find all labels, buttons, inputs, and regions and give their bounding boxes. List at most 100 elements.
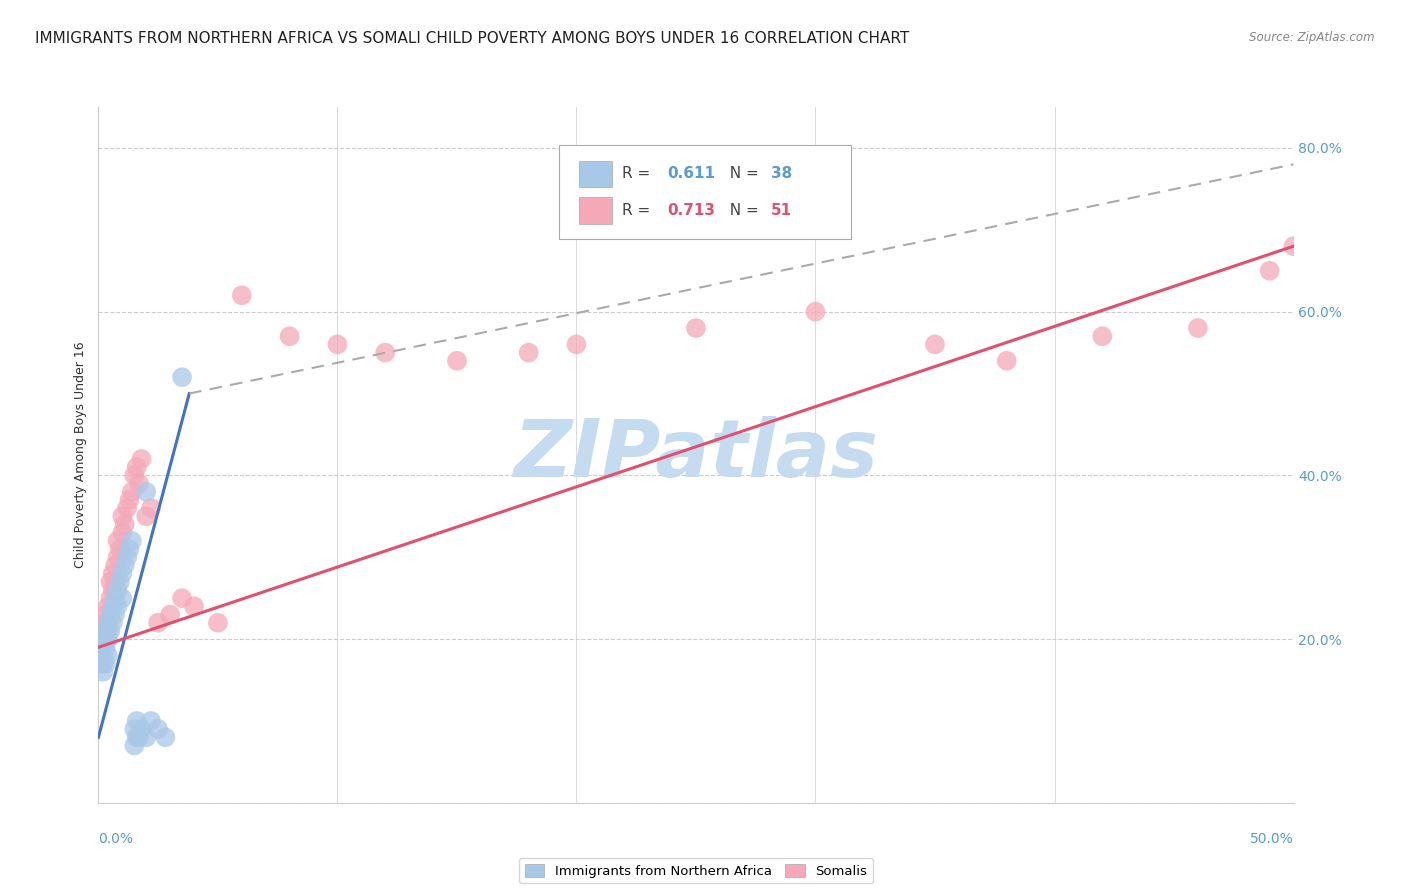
Point	[135, 484, 157, 499]
Point	[94, 640, 117, 655]
Point	[94, 657, 117, 671]
Point	[108, 574, 131, 589]
Point	[183, 599, 205, 614]
Point	[148, 615, 170, 630]
Point	[115, 550, 138, 565]
Point	[94, 624, 117, 638]
Point	[804, 304, 827, 318]
Point	[1187, 321, 1209, 335]
Point	[98, 591, 122, 606]
Point	[107, 533, 129, 548]
Point	[446, 353, 468, 368]
Point	[1282, 239, 1305, 253]
Text: 0.0%: 0.0%	[98, 832, 134, 846]
Point	[91, 648, 114, 663]
Point	[91, 624, 114, 638]
Point	[131, 452, 153, 467]
Point	[148, 722, 170, 736]
Text: 51: 51	[772, 203, 793, 219]
Text: R =: R =	[621, 166, 655, 181]
Point	[565, 337, 588, 351]
Point	[94, 615, 117, 630]
Point	[374, 345, 396, 359]
Point	[98, 624, 122, 638]
Text: 38: 38	[772, 166, 793, 181]
Point	[1258, 264, 1281, 278]
Point	[139, 714, 162, 728]
Point	[107, 582, 129, 597]
Point	[104, 558, 127, 573]
Point	[128, 476, 150, 491]
Point	[685, 321, 707, 335]
Point	[101, 582, 124, 597]
Point	[115, 501, 138, 516]
Point	[114, 558, 136, 573]
Point	[108, 542, 131, 557]
Point	[97, 648, 120, 663]
Point	[111, 566, 134, 581]
Point	[124, 468, 146, 483]
Point	[1091, 329, 1114, 343]
Text: 0.713: 0.713	[668, 203, 716, 219]
Point	[91, 632, 114, 646]
Text: N =: N =	[720, 166, 763, 181]
Point	[139, 501, 162, 516]
Point	[231, 288, 253, 302]
Point	[121, 484, 143, 499]
Text: 50.0%: 50.0%	[1250, 832, 1294, 846]
Point	[517, 345, 540, 359]
FancyBboxPatch shape	[558, 145, 852, 239]
Text: Source: ZipAtlas.com: Source: ZipAtlas.com	[1250, 31, 1375, 45]
Point	[124, 739, 146, 753]
Point	[118, 542, 141, 557]
Point	[135, 509, 157, 524]
Point	[995, 353, 1018, 368]
Point	[90, 632, 112, 646]
Point	[101, 615, 124, 630]
Text: IMMIGRANTS FROM NORTHERN AFRICA VS SOMALI CHILD POVERTY AMONG BOYS UNDER 16 CORR: IMMIGRANTS FROM NORTHERN AFRICA VS SOMAL…	[35, 31, 910, 46]
Point	[97, 599, 120, 614]
Point	[94, 607, 117, 622]
Y-axis label: Child Poverty Among Boys Under 16: Child Poverty Among Boys Under 16	[75, 342, 87, 568]
Point	[111, 591, 134, 606]
Text: N =: N =	[720, 203, 763, 219]
Point	[98, 607, 122, 622]
Point	[90, 640, 112, 655]
Point	[125, 714, 148, 728]
Point	[159, 607, 181, 622]
Point	[107, 550, 129, 565]
Point	[104, 607, 127, 622]
Point	[131, 722, 153, 736]
Point	[101, 566, 124, 581]
Text: R =: R =	[621, 203, 655, 219]
Point	[107, 599, 129, 614]
Point	[104, 591, 127, 606]
Point	[97, 632, 120, 646]
Point	[91, 665, 114, 679]
Point	[124, 722, 146, 736]
Bar	[579, 197, 613, 224]
Point	[155, 731, 177, 745]
Point	[111, 525, 134, 540]
Point	[90, 657, 112, 671]
Point	[98, 574, 122, 589]
Point	[104, 574, 127, 589]
Point	[101, 599, 124, 614]
Point	[125, 460, 148, 475]
Point	[111, 509, 134, 524]
Point	[128, 731, 150, 745]
Point	[118, 492, 141, 507]
Point	[94, 632, 117, 646]
Point	[172, 591, 194, 606]
Point	[278, 329, 301, 343]
Point	[91, 640, 114, 655]
Text: 0.611: 0.611	[668, 166, 716, 181]
Point	[207, 615, 229, 630]
Point	[91, 657, 114, 671]
Point	[172, 370, 194, 384]
Point	[125, 731, 148, 745]
Point	[97, 615, 120, 630]
Bar	[579, 161, 613, 187]
Point	[135, 731, 157, 745]
Text: ZIPatlas: ZIPatlas	[513, 416, 879, 494]
